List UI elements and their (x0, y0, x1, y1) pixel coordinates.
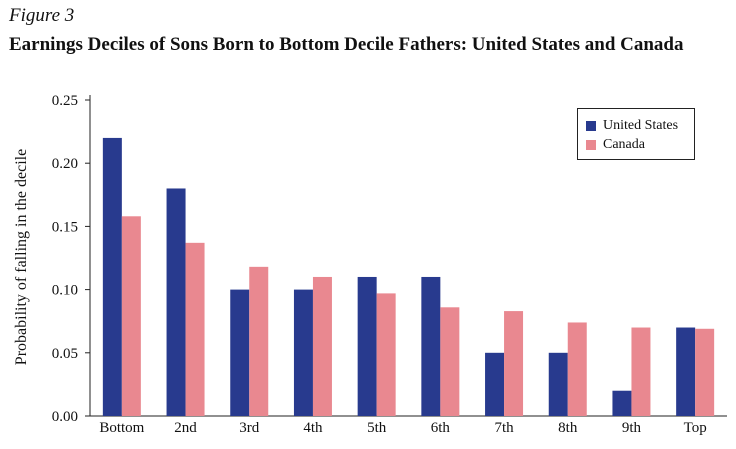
y-axis-label: Probability of falling in the decile (13, 149, 30, 365)
x-tick-label: 8th (558, 420, 578, 436)
legend: United States Canada (577, 108, 695, 160)
x-tick-label: 7th (494, 420, 514, 436)
bar-canada-2nd (185, 242, 205, 416)
legend-swatch-us (586, 121, 596, 131)
bar-canada-top (695, 328, 715, 416)
bar-us-5th (357, 276, 377, 416)
x-tick-label: 3rd (239, 420, 259, 436)
bar-canada-4th (312, 276, 332, 416)
bar-us-9th (612, 390, 632, 416)
bar-us-bottom (102, 137, 122, 417)
y-tick-label: 0.00 (52, 409, 78, 425)
x-tick-label: Bottom (99, 420, 144, 436)
bar-us-8th (548, 352, 568, 416)
bar-canada-9th (631, 327, 651, 416)
bars (102, 137, 715, 417)
x-tick-label: 4th (303, 420, 323, 436)
bar-canada-5th (376, 293, 396, 416)
y-tick-label: 0.10 (52, 283, 78, 299)
legend-item-canada: Canada (586, 137, 645, 153)
y-tick-label: 0.20 (52, 156, 78, 172)
x-tick-label: 2nd (174, 420, 197, 436)
legend-label-canada: Canada (603, 137, 645, 152)
y-tick-label: 0.25 (52, 93, 78, 109)
x-tick-label: 5th (367, 420, 387, 436)
bar-canada-8th (567, 322, 587, 416)
bar-canada-3rd (249, 266, 269, 416)
legend-item-us: United States (586, 118, 678, 134)
x-tick-label: 9th (622, 420, 642, 436)
bar-canada-6th (440, 307, 460, 416)
legend-swatch-canada (586, 140, 596, 150)
bar-us-6th (421, 276, 441, 416)
figure-label: Figure 3 (9, 5, 75, 26)
bar-us-2nd (166, 188, 186, 416)
y-ticks: 0.00 0.05 0.10 0.15 0.20 0.25 (52, 93, 90, 425)
chart-title: Earnings Deciles of Sons Born to Bottom … (9, 34, 684, 55)
bar-us-7th (485, 352, 505, 416)
y-tick-label: 0.15 (52, 219, 78, 235)
x-tick-label: 6th (431, 420, 451, 436)
y-tick-label: 0.05 (52, 346, 78, 362)
bar-us-3rd (230, 289, 250, 416)
x-ticks: Bottom 2nd 3rd 4th 5th 6th 7th 8th 9th Top (99, 420, 706, 436)
bar-us-4th (293, 289, 313, 416)
bar-canada-7th (504, 311, 524, 416)
legend-label-us: United States (603, 118, 679, 133)
x-tick-label: Top (684, 420, 707, 436)
bar-canada-bottom (121, 216, 141, 416)
bar-us-top (676, 327, 696, 416)
